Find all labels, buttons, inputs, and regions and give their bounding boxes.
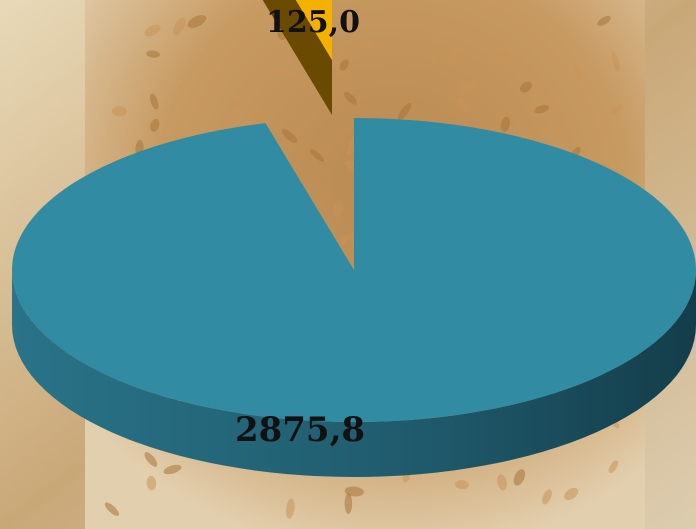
slice-large-top bbox=[12, 118, 696, 422]
slice-small-top bbox=[295, 0, 332, 60]
slice-label-large: 2875,8 bbox=[235, 410, 365, 450]
slice-small-side bbox=[262, 0, 332, 115]
slice-label-small: 125,0 bbox=[266, 5, 360, 40]
slice-large-side bbox=[12, 270, 696, 477]
